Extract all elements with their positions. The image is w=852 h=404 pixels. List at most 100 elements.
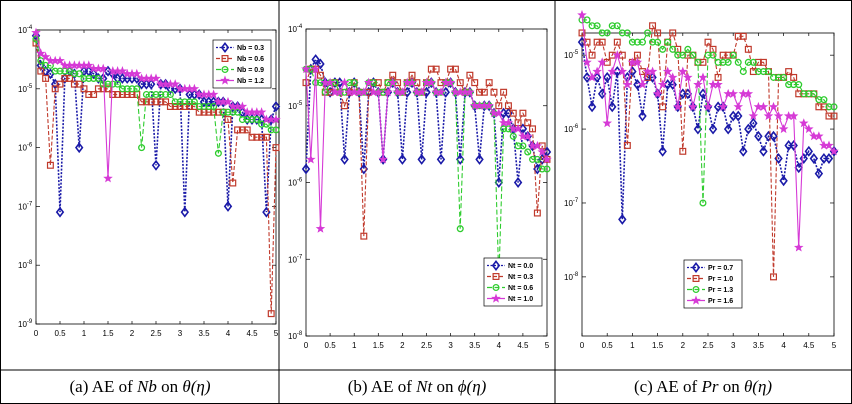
data-point [713,79,723,89]
data-point [649,38,657,46]
legend-label: Pr = 0.7 [708,265,733,272]
data-point [618,213,627,225]
data-point [729,51,737,59]
data-point [466,71,474,79]
data-point [214,149,222,157]
y-tick-label: 10-8 [18,260,33,270]
data-point [316,71,324,79]
data-point [587,101,597,113]
x-tick-label: 4 [226,329,231,338]
legend-label: Nt = 0.3 [508,274,533,281]
x-tick-label: 0.5 [54,329,66,338]
data-point [748,111,759,121]
legend-marker [691,295,701,305]
data-point [170,79,181,89]
data-point [754,68,762,76]
data-point [75,70,83,78]
data-point [647,66,658,76]
data-point [703,101,713,111]
data-point [180,206,190,218]
data-point [799,153,808,164]
data-point [638,38,647,46]
data-point [360,232,368,240]
data-point [142,98,150,106]
data-point [189,83,200,93]
data-point [374,79,382,87]
data-point [46,161,54,169]
data-point [513,123,523,133]
x-tick-label: 1.5 [652,341,664,350]
data-point [744,58,752,66]
data-point [190,98,198,106]
data-point [815,96,823,104]
data-point [80,74,88,82]
data-point [618,29,626,37]
data-point [157,98,165,106]
data-point [814,168,824,180]
data-point [114,91,122,98]
data-point [456,153,465,165]
x-tick-label: 3 [178,329,183,338]
data-point [744,123,753,135]
data-point [739,68,747,76]
data-point [759,145,768,157]
data-point [190,103,198,110]
data-point [315,223,326,233]
data-point [794,242,804,252]
data-point [417,153,426,165]
x-tick-label: 1.5 [373,341,385,350]
data-point [749,58,757,66]
y-tick-label: 10-5 [564,50,579,60]
x-tick-label: 1.5 [102,329,114,338]
data-point [90,74,98,82]
data-point [519,109,527,117]
data-point [529,125,537,133]
data-point [623,141,631,149]
data-point [612,50,622,60]
data-point [734,110,743,122]
data-point [339,77,350,87]
data-point [162,90,170,99]
data-point [447,65,455,73]
x-tick-label: 2.5 [421,341,433,350]
data-point [162,98,170,106]
x-tick-label: 0.5 [325,341,337,350]
data-point [758,101,769,111]
data-point [583,38,591,46]
data-point [529,155,537,163]
data-point [578,29,586,37]
series-2 [32,39,280,318]
data-point [350,79,358,87]
data-point [147,98,155,106]
x-tick-label: 3.5 [469,341,481,350]
data-point [795,90,803,98]
legend-marker [220,75,230,85]
x-tick-label: 5 [274,329,279,338]
data-point [769,130,778,142]
data-point [659,45,667,53]
data-point [649,22,657,30]
data-point [176,98,184,106]
data-point [258,133,266,141]
data-point [262,133,270,141]
legend-marker [692,275,700,282]
legend-label: Nb = 0.9 [237,67,264,74]
data-point [632,57,643,67]
data-point [718,101,728,111]
data-point [151,73,161,83]
data-point [704,51,712,59]
data-point [688,101,698,111]
data-point [103,173,113,183]
data-point [788,111,799,121]
y-tick-label: 10-7 [564,198,579,208]
data-point [363,77,374,87]
legend-marker [492,283,500,292]
legend-label: Nb = 1.2 [237,78,264,85]
data-point [301,64,311,74]
y-tick-label: 10-9 [18,319,33,329]
data-point [436,153,446,165]
data-point [176,103,184,110]
data-point [754,130,763,142]
data-point [652,88,663,98]
data-point [679,51,687,59]
